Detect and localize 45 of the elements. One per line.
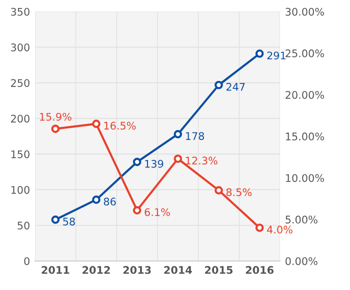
y2-tick-label: 10.00% [286, 174, 324, 182]
x-tick-label: 2011 [42, 266, 70, 274]
point [51, 124, 60, 133]
y-tick-label: 250 [11, 79, 30, 87]
y-tick-label: 0 [24, 257, 30, 266]
y2-tick-label: 0.00% [286, 257, 318, 266]
point [214, 80, 223, 90]
y-tick-label: 350 [11, 8, 30, 16]
x-tick-label: 2015 [205, 266, 233, 274]
point [92, 196, 100, 204]
data-label: 4.0% [267, 226, 292, 234]
point [51, 216, 60, 224]
y2-tick-label: 25.00% [286, 49, 324, 58]
point [255, 224, 264, 232]
x-tick-label: 2016 [246, 266, 274, 274]
x-tick-label: 2012 [82, 266, 110, 274]
y2-tick-label: 30.00% [286, 8, 324, 16]
point [132, 206, 142, 214]
y-tick-label: 150 [11, 150, 30, 158]
data-label: 139 [145, 160, 164, 168]
data-label: 291 [267, 52, 286, 60]
data-label: 58 [63, 218, 75, 226]
data-label: 15.9% [40, 112, 72, 121]
y2-tick-label: 20.00% [286, 90, 324, 99]
point [255, 49, 264, 58]
x-tick-label: 2013 [123, 266, 151, 274]
point [214, 186, 223, 195]
point [92, 120, 100, 128]
data-label: 12.3% [186, 156, 218, 165]
data-label: 178 [186, 132, 204, 140]
data-label: 247 [226, 82, 245, 91]
y-tick-label: 200 [11, 114, 30, 123]
point [132, 158, 142, 166]
y2-tick-label: 15.00% [286, 132, 324, 140]
y-tick-label: 300 [11, 43, 30, 52]
data-label: 8.5% [226, 188, 252, 196]
y-tick-label: 50 [18, 222, 30, 230]
y-tick-label: 100 [11, 186, 30, 194]
y2-tick-label: 5.00% [286, 216, 318, 224]
x-tick-label: 2014 [164, 266, 192, 274]
point [174, 154, 182, 163]
data-label: 6.1% [144, 208, 170, 216]
data-label: 16.5% [104, 122, 136, 130]
point [174, 130, 182, 138]
data-label: 86 [104, 198, 116, 206]
